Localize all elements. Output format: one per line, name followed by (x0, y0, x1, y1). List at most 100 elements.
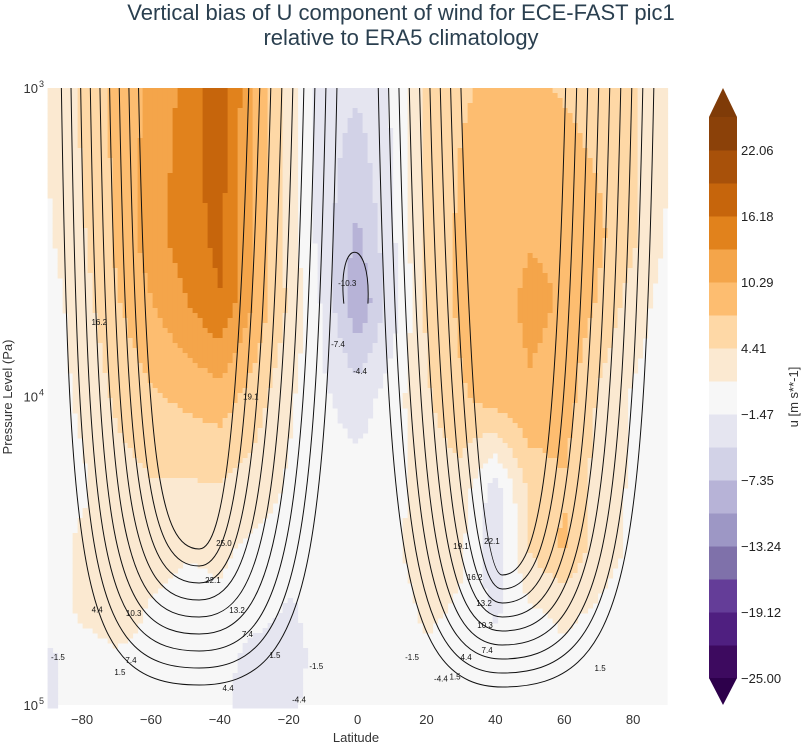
field-cell (117, 103, 124, 109)
field-cell (412, 243, 419, 249)
field-cell (522, 243, 529, 249)
field-cell (522, 263, 529, 269)
field-cell (632, 283, 639, 289)
field-cell (337, 143, 344, 149)
field-cell (622, 268, 629, 274)
field-cell (337, 283, 344, 289)
field-cell (252, 293, 259, 299)
field-cell (602, 138, 609, 144)
field-cell (197, 208, 204, 214)
field-cell (97, 278, 104, 284)
field-cell (152, 228, 159, 234)
field-cell (497, 203, 504, 209)
field-cell (92, 118, 99, 124)
field-cell (197, 98, 204, 104)
field-cell (312, 153, 319, 159)
field-cell (92, 98, 99, 104)
field-cell (512, 243, 519, 249)
field-cell (572, 173, 579, 179)
field-cell (417, 88, 424, 94)
field-cell (357, 218, 364, 224)
field-cell (642, 243, 649, 249)
field-cell (272, 203, 279, 209)
field-cell (552, 103, 559, 109)
field-cell (627, 93, 634, 99)
field-cell (647, 148, 654, 154)
field-cell (172, 168, 179, 174)
field-cell (547, 293, 554, 299)
field-cell (167, 213, 174, 219)
field-cell (537, 198, 544, 204)
field-cell (622, 278, 629, 284)
field-cell (267, 268, 274, 274)
field-cell (177, 203, 184, 209)
field-cell (187, 278, 194, 284)
field-cell (452, 118, 459, 124)
field-cell (217, 193, 224, 199)
field-cell (472, 183, 479, 189)
field-cell (467, 243, 474, 249)
field-cell (657, 163, 664, 169)
field-cell (192, 128, 199, 134)
field-cell (447, 278, 454, 284)
field-cell (292, 198, 299, 204)
field-cell (172, 153, 179, 159)
field-cell (367, 293, 374, 299)
field-cell (197, 158, 204, 164)
field-cell (202, 158, 209, 164)
field-cell (187, 238, 194, 244)
field-cell (112, 263, 119, 269)
field-cell (562, 263, 569, 269)
field-cell (167, 168, 174, 174)
field-cell (552, 203, 559, 209)
field-cell (122, 163, 129, 169)
field-cell (422, 98, 429, 104)
field-cell (172, 143, 179, 149)
field-cell (427, 223, 434, 229)
field-cell (272, 238, 279, 244)
field-cell (222, 203, 229, 209)
field-cell (147, 93, 154, 99)
field-cell (352, 203, 359, 209)
field-cell (52, 233, 59, 239)
field-cell (552, 183, 559, 189)
field-cell (467, 233, 474, 239)
field-cell (417, 253, 424, 259)
field-cell (647, 98, 654, 104)
field-cell (437, 133, 444, 139)
field-cell (527, 243, 534, 249)
field-cell (217, 133, 224, 139)
field-cell (267, 138, 274, 144)
field-cell (107, 153, 114, 159)
field-cell (352, 133, 359, 139)
field-cell (357, 93, 364, 99)
field-cell (632, 203, 639, 209)
field-cell (47, 118, 54, 124)
field-cell (642, 248, 649, 254)
field-cell (617, 183, 624, 189)
field-cell (487, 228, 494, 234)
field-cell (187, 263, 194, 269)
field-cell (487, 188, 494, 194)
field-cell (517, 93, 524, 99)
field-cell (467, 148, 474, 154)
field-cell (452, 158, 459, 164)
field-cell (497, 283, 504, 289)
field-cell (382, 193, 389, 199)
field-cell (92, 93, 99, 99)
field-cell (362, 213, 369, 219)
field-cell (597, 168, 604, 174)
field-cell (142, 278, 149, 284)
field-cell (232, 158, 239, 164)
field-cell (562, 138, 569, 144)
field-cell (52, 223, 59, 229)
field-cell (352, 293, 359, 299)
field-cell (222, 153, 229, 159)
field-cell (132, 123, 139, 129)
field-cell (82, 153, 89, 159)
field-cell (162, 168, 169, 174)
field-cell (137, 113, 144, 119)
field-cell (507, 178, 514, 184)
field-cell (277, 283, 284, 289)
field-cell (247, 253, 254, 259)
